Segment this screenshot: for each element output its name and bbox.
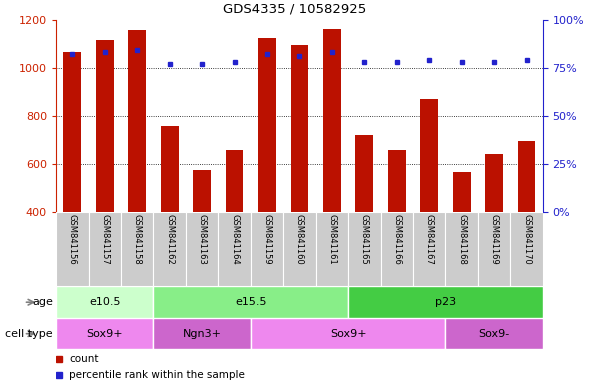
Bar [388, 151, 406, 212]
Bar [193, 170, 211, 212]
Text: GSM841169: GSM841169 [490, 214, 499, 265]
Text: GSM841164: GSM841164 [230, 214, 239, 265]
Bar [128, 30, 146, 212]
Bar [225, 151, 244, 212]
Text: GSM841161: GSM841161 [327, 214, 336, 265]
Bar [96, 40, 114, 212]
Bar [445, 212, 478, 286]
Bar [478, 212, 510, 286]
Bar [485, 154, 503, 212]
FancyBboxPatch shape [153, 318, 251, 349]
Bar [348, 212, 381, 286]
Text: e15.5: e15.5 [235, 297, 267, 307]
Bar [251, 212, 283, 286]
Bar [413, 212, 445, 286]
FancyBboxPatch shape [445, 318, 543, 349]
FancyBboxPatch shape [153, 286, 348, 318]
Bar [381, 212, 413, 286]
Text: e10.5: e10.5 [89, 297, 120, 307]
Text: Ngn3+: Ngn3+ [182, 329, 222, 339]
Bar [290, 45, 309, 212]
Text: GSM841166: GSM841166 [392, 214, 401, 265]
Bar [355, 135, 373, 212]
Text: GSM841163: GSM841163 [198, 214, 206, 265]
FancyBboxPatch shape [56, 318, 153, 349]
Bar [186, 212, 218, 286]
Text: Sox9+: Sox9+ [330, 329, 366, 339]
FancyBboxPatch shape [251, 318, 445, 349]
Text: GDS4335 / 10582925: GDS4335 / 10582925 [224, 3, 366, 16]
Bar [510, 212, 543, 286]
Bar [323, 29, 341, 212]
Text: GSM841157: GSM841157 [100, 214, 109, 265]
Bar [121, 212, 153, 286]
Text: GSM841160: GSM841160 [295, 214, 304, 265]
Bar [517, 141, 536, 212]
Text: GSM841165: GSM841165 [360, 214, 369, 265]
Bar [316, 212, 348, 286]
Text: age: age [32, 297, 53, 307]
Bar [420, 99, 438, 212]
Bar [160, 126, 179, 212]
Text: cell type: cell type [5, 329, 53, 339]
Bar [153, 212, 186, 286]
Text: percentile rank within the sample: percentile rank within the sample [69, 370, 245, 380]
Text: GSM841158: GSM841158 [133, 214, 142, 265]
Bar [63, 52, 81, 212]
Text: Sox9+: Sox9+ [86, 329, 123, 339]
Text: p23: p23 [435, 297, 456, 307]
Bar [258, 38, 276, 212]
Text: GSM841159: GSM841159 [263, 214, 271, 265]
Text: Sox9-: Sox9- [478, 329, 510, 339]
Bar [56, 212, 88, 286]
Text: GSM841170: GSM841170 [522, 214, 531, 265]
Text: GSM841168: GSM841168 [457, 214, 466, 265]
Text: GSM841156: GSM841156 [68, 214, 77, 265]
Bar [218, 212, 251, 286]
Bar [283, 212, 316, 286]
Bar [88, 212, 121, 286]
Text: GSM841167: GSM841167 [425, 214, 434, 265]
FancyBboxPatch shape [348, 286, 543, 318]
Text: GSM841162: GSM841162 [165, 214, 174, 265]
Text: count: count [69, 354, 99, 364]
FancyBboxPatch shape [56, 286, 153, 318]
Bar [453, 172, 471, 212]
